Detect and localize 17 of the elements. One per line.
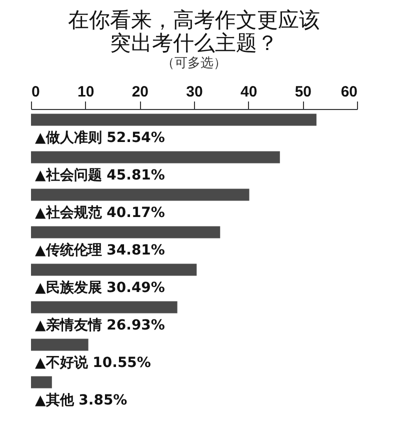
chart-subtitle: （可多选） <box>162 56 226 71</box>
x-tick-label: 40 <box>240 84 258 100</box>
x-tick-label: 10 <box>77 84 94 100</box>
x-tick-label: 20 <box>132 84 149 100</box>
x-tick-label: 50 <box>294 84 312 100</box>
category-label: ▲做人准则 52.54% <box>35 130 165 146</box>
chart-title: 在你看来，高考作文更应该突出考什么主题？ <box>68 8 320 55</box>
category-label: ▲其他 3.85% <box>35 392 128 408</box>
x-tick-label: 0 <box>32 84 40 100</box>
category-label: ▲社会规范 40.17% <box>35 204 165 221</box>
x-tick-label: 60 <box>340 84 358 100</box>
category-label: ▲民族发展 30.49% <box>35 280 165 296</box>
category-label: ▲不好说 10.55% <box>35 354 151 371</box>
category-label: ▲社会问题 45.81% <box>35 167 165 184</box>
category-label: ▲传统伦理 34.81% <box>35 242 165 258</box>
x-tick-label: 30 <box>186 84 203 100</box>
category-label: ▲亲情友情 26.93% <box>35 317 165 334</box>
